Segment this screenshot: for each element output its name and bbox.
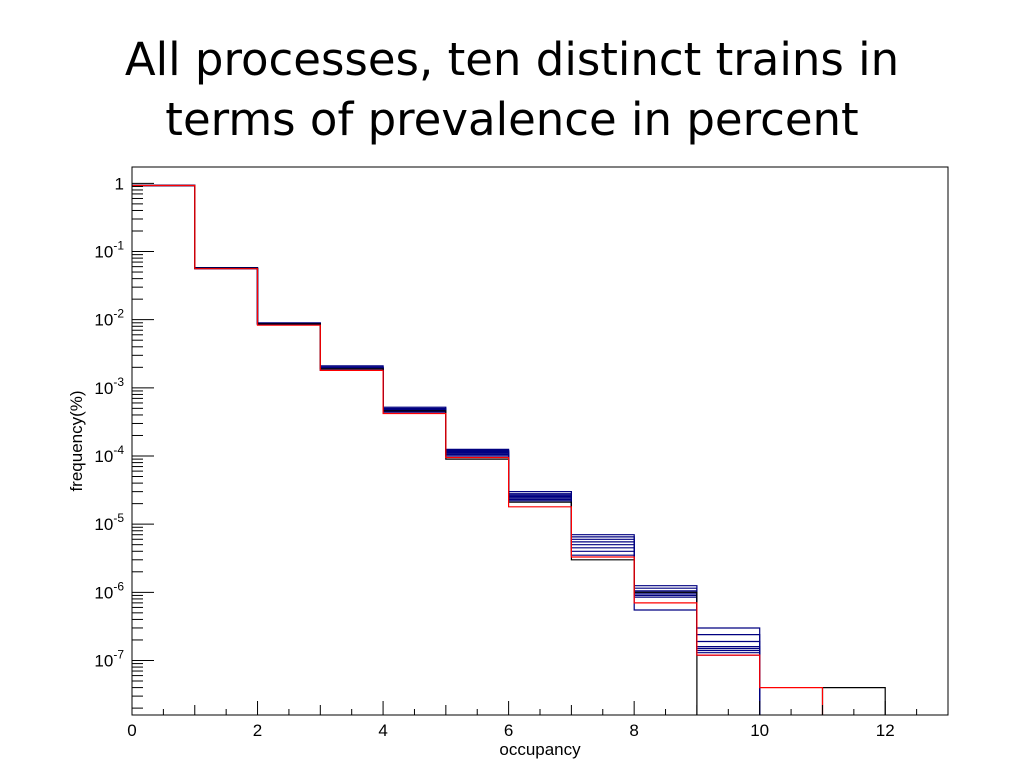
x-axis-title: occupancy [499,740,581,759]
x-tick-label: 10 [750,721,769,740]
y-axis-title: frequency(%) [67,390,86,491]
x-tick-label: 6 [504,721,513,740]
x-tick-label: 0 [127,721,136,740]
y-tick-label: 10-6 [94,579,124,602]
slide-title: All processes, ten distinct trains in te… [0,30,1024,150]
y-tick-label: 1 [115,174,124,193]
plot-frame [131,166,949,716]
x-tick-label: 12 [876,721,895,740]
x-tick-label: 8 [629,721,638,740]
y-tick-label: 10-7 [94,647,124,670]
series-group [132,184,886,715]
x-tick-label: 2 [253,721,262,740]
y-tick-label: 10-3 [94,375,124,398]
series-10-line [132,184,824,715]
y-tick-label: 10-1 [94,239,124,262]
y-tick-label: 10-4 [94,443,124,466]
slide-title-line-2: terms of prevalence in percent [165,93,859,146]
y-tick-label: 10-5 [94,511,124,534]
slide-title-line-1: All processes, ten distinct trains in [124,33,900,86]
y-tick-label: 10-2 [94,307,124,330]
axes-group: 0 2 4 6 8 10 12 1 10-1 10-2 10-3 10-4 10-5 10-6 10-7 [94,174,949,740]
x-tick-label: 4 [378,721,387,740]
